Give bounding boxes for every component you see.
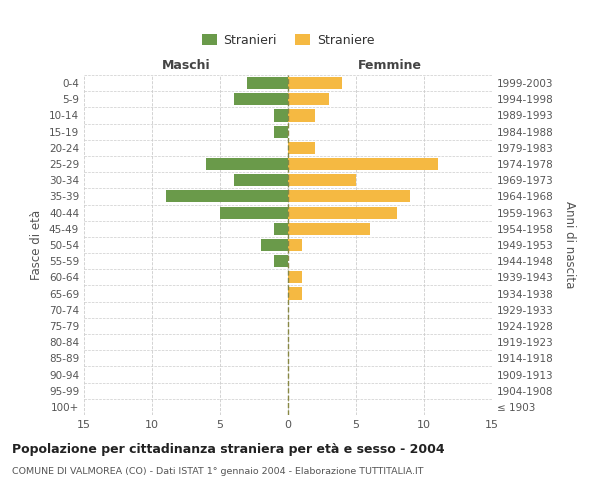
Bar <box>288 77 343 89</box>
Bar <box>274 222 288 235</box>
Bar <box>247 77 288 89</box>
Bar <box>261 239 288 251</box>
Bar <box>288 272 302 283</box>
Legend: Stranieri, Straniere: Stranieri, Straniere <box>197 28 379 52</box>
Bar <box>288 158 437 170</box>
Bar <box>274 255 288 268</box>
Y-axis label: Fasce di età: Fasce di età <box>31 210 43 280</box>
Bar <box>166 190 288 202</box>
Bar <box>288 239 302 251</box>
Bar <box>288 93 329 106</box>
Bar <box>233 174 288 186</box>
Bar <box>288 288 302 300</box>
Bar <box>288 110 315 122</box>
Bar <box>288 174 356 186</box>
Bar <box>288 190 410 202</box>
Bar <box>220 206 288 218</box>
Bar <box>288 222 370 235</box>
Text: COMUNE DI VALMOREA (CO) - Dati ISTAT 1° gennaio 2004 - Elaborazione TUTTITALIA.I: COMUNE DI VALMOREA (CO) - Dati ISTAT 1° … <box>12 468 424 476</box>
Bar <box>274 126 288 138</box>
Text: Popolazione per cittadinanza straniera per età e sesso - 2004: Popolazione per cittadinanza straniera p… <box>12 442 445 456</box>
Bar <box>288 206 397 218</box>
Y-axis label: Anni di nascita: Anni di nascita <box>563 202 576 288</box>
Bar <box>233 93 288 106</box>
Bar <box>274 110 288 122</box>
Bar <box>206 158 288 170</box>
Text: Maschi: Maschi <box>161 59 211 72</box>
Bar <box>288 142 315 154</box>
Text: Femmine: Femmine <box>358 59 422 72</box>
